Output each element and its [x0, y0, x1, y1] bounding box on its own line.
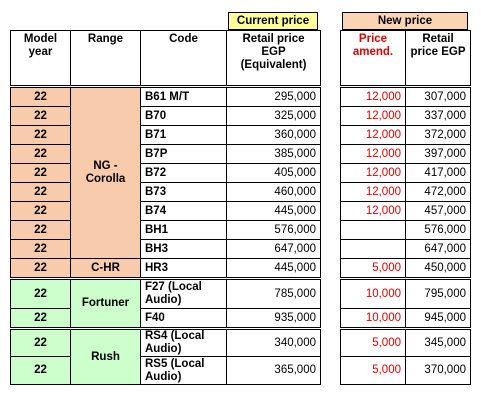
column-header: Price amend. — [340, 30, 406, 86]
model-year: 22 — [10, 308, 71, 328]
new-price-header: New price — [342, 12, 468, 30]
price-amendment: 10,000 — [340, 308, 406, 328]
new-retail-price: 457,000 — [405, 201, 471, 221]
current-retail-price: 785,000 — [226, 279, 321, 309]
range: Fortuner — [70, 279, 141, 328]
new-retail-price: 337,000 — [405, 106, 471, 126]
column-header: Range — [70, 30, 141, 86]
new-retail-price: 307,000 — [405, 87, 471, 107]
price-amendment: 12,000 — [340, 163, 406, 183]
new-retail-price: 576,000 — [405, 220, 471, 240]
code: RS4 (Local Audio) — [140, 329, 227, 357]
code: F40 — [140, 308, 227, 328]
current-retail-price: 935,000 — [226, 308, 321, 328]
column-header: Retail price EGP (Equivalent) — [226, 30, 321, 86]
model-year: 22 — [10, 201, 71, 221]
model-year: 22 — [10, 329, 71, 357]
price-amendment: 10,000 — [340, 279, 406, 309]
new-retail-price: 795,000 — [405, 279, 471, 309]
price-amendment: 12,000 — [340, 182, 406, 202]
model-year: 22 — [10, 144, 71, 164]
current-retail-price: 445,000 — [226, 258, 321, 278]
new-retail-price: 345,000 — [405, 329, 471, 357]
range: Rush — [70, 329, 141, 385]
current-retail-price: 405,000 — [226, 163, 321, 183]
code: B74 — [140, 201, 227, 221]
current-retail-price: 360,000 — [226, 125, 321, 145]
new-retail-price: 372,000 — [405, 125, 471, 145]
price-amendment: 5,000 — [340, 356, 406, 385]
code: B7P — [140, 144, 227, 164]
price-amendment: 12,000 — [340, 87, 406, 107]
column-header: Retail price EGP — [405, 30, 471, 86]
column-header: Code — [140, 30, 227, 86]
price-amendment: 12,000 — [340, 106, 406, 126]
price-amendment: 5,000 — [340, 329, 406, 357]
current-retail-price: 647,000 — [226, 239, 321, 259]
price-amendment: 12,000 — [340, 201, 406, 221]
current-retail-price: 460,000 — [226, 182, 321, 202]
code: BH3 — [140, 239, 227, 259]
range: NG - Corolla — [70, 87, 141, 259]
price-amendment: 12,000 — [340, 144, 406, 164]
code: F27 (Local Audio) — [140, 279, 227, 309]
price-amendment — [340, 239, 406, 259]
code: B70 — [140, 106, 227, 126]
column-header: Model year — [10, 30, 71, 86]
new-retail-price: 417,000 — [405, 163, 471, 183]
new-retail-price: 450,000 — [405, 258, 471, 278]
price-amendment: 5,000 — [340, 258, 406, 278]
model-year: 22 — [10, 220, 71, 240]
model-year: 22 — [10, 125, 71, 145]
code: B71 — [140, 125, 227, 145]
model-year: 22 — [10, 87, 71, 107]
code: HR3 — [140, 258, 227, 278]
price-amendment — [340, 220, 406, 240]
current-retail-price: 385,000 — [226, 144, 321, 164]
current-retail-price: 445,000 — [226, 201, 321, 221]
code: B73 — [140, 182, 227, 202]
current-retail-price: 325,000 — [226, 106, 321, 126]
new-retail-price: 647,000 — [405, 239, 471, 259]
code: B72 — [140, 163, 227, 183]
current-retail-price: 295,000 — [226, 87, 321, 107]
current-price-header: Current price — [228, 12, 318, 30]
current-retail-price: 365,000 — [226, 356, 321, 385]
new-retail-price: 370,000 — [405, 356, 471, 385]
model-year: 22 — [10, 182, 71, 202]
model-year: 22 — [10, 356, 71, 385]
new-retail-price: 472,000 — [405, 182, 471, 202]
model-year: 22 — [10, 279, 71, 309]
code: BH1 — [140, 220, 227, 240]
code: RS5 (Local Audio) — [140, 356, 227, 385]
range: C-HR — [70, 258, 141, 278]
code: B61 M/T — [140, 87, 227, 107]
new-retail-price: 945,000 — [405, 308, 471, 328]
model-year: 22 — [10, 239, 71, 259]
current-retail-price: 576,000 — [226, 220, 321, 240]
model-year: 22 — [10, 106, 71, 126]
new-retail-price: 397,000 — [405, 144, 471, 164]
price-amendment: 12,000 — [340, 125, 406, 145]
model-year: 22 — [10, 258, 71, 278]
model-year: 22 — [10, 163, 71, 183]
current-retail-price: 340,000 — [226, 329, 321, 357]
